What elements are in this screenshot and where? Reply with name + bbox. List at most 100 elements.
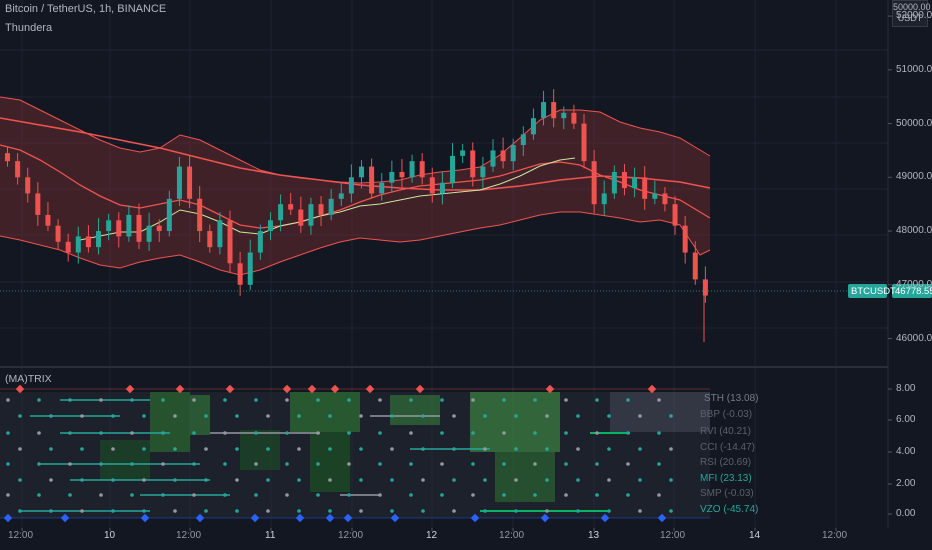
candle: [227, 210, 233, 273]
time-tick-label: 12:00: [660, 530, 686, 541]
sell-marker: [125, 384, 135, 394]
matrix-dot: [409, 462, 413, 466]
matrix-dot: [514, 478, 518, 482]
candle: [55, 219, 61, 250]
matrix-dot: [142, 447, 146, 451]
matrix-dot: [161, 431, 165, 435]
candle: [65, 233, 71, 262]
symbol-tag: BTCUSDT: [851, 286, 896, 297]
matrix-dot: [204, 414, 208, 418]
matrix-dot: [18, 478, 22, 482]
matrix-pane-title[interactable]: (MA)TRIX: [5, 373, 52, 385]
candle: [369, 158, 375, 199]
candle: [25, 167, 31, 203]
matrix-dot: [607, 478, 611, 482]
matrix-dot: [359, 509, 363, 513]
matrix-dot: [595, 462, 599, 466]
sell-marker: [415, 384, 425, 394]
price-axis[interactable]: [888, 15, 892, 340]
matrix-dot: [161, 398, 165, 402]
matrix-row-label: MFI (23.13): [700, 473, 752, 484]
matrix-dot: [223, 462, 227, 466]
matrix-dot: [452, 447, 456, 451]
candle: [96, 218, 102, 255]
candle: [267, 212, 273, 241]
matrix-dot: [235, 478, 239, 482]
matrix-dot: [6, 398, 10, 402]
buy-marker: [390, 513, 400, 523]
candle: [470, 142, 476, 187]
last-price-tag: 46778.55: [895, 286, 932, 297]
matrix-row-label: BBP (-0.03): [700, 409, 753, 420]
matrix-row-label: STH (13.08): [704, 393, 759, 404]
lower-tick-label: 8.00: [896, 383, 916, 394]
matrix-dot: [223, 398, 227, 402]
lower-axis[interactable]: [888, 388, 892, 515]
matrix-dot: [533, 493, 537, 497]
matrix-dot: [452, 509, 456, 513]
candle: [692, 241, 698, 285]
matrix-dot: [235, 509, 239, 513]
matrix-dot: [68, 462, 72, 466]
matrix-dot: [99, 431, 103, 435]
matrix-dot: [18, 414, 22, 418]
matrix-dot: [68, 493, 72, 497]
matrix-dot: [297, 509, 301, 513]
matrix-dot: [37, 493, 41, 497]
currency-badge[interactable]: 50000.00 USDT: [892, 0, 931, 27]
candle: [642, 166, 648, 210]
candles: [5, 89, 708, 342]
candle: [156, 219, 162, 243]
sell-marker: [545, 384, 555, 394]
matrix-dot: [297, 478, 301, 482]
matrix-dot: [595, 493, 599, 497]
matrix-dot: [626, 493, 630, 497]
matrix-dot: [533, 398, 537, 402]
matrix-dot: [502, 398, 506, 402]
matrix-dot: [328, 447, 332, 451]
matrix-dot: [235, 414, 239, 418]
matrix-dot: [37, 398, 41, 402]
matrix-dot: [483, 478, 487, 482]
symbol-title[interactable]: Bitcoin / TetherUS, 1h, BINANCE: [5, 3, 167, 15]
matrix-dot: [204, 447, 208, 451]
matrix-dot: [192, 493, 196, 497]
matrix-dot: [514, 414, 518, 418]
matrix-dot: [545, 414, 549, 418]
matrix-dot: [471, 398, 475, 402]
matrix-dot: [142, 478, 146, 482]
matrix-dot: [266, 478, 270, 482]
matrix-dot: [80, 414, 84, 418]
price-tick-label: 46000.00: [896, 332, 932, 344]
candle: [166, 190, 172, 237]
matrix-dot: [390, 414, 394, 418]
matrix-dot: [564, 493, 568, 497]
buy-marker: [325, 513, 335, 523]
matrix-dot: [390, 478, 394, 482]
sell-marker: [365, 384, 375, 394]
matrix-dot: [192, 431, 196, 435]
matrix-dot: [390, 509, 394, 513]
time-axis[interactable]: [21, 528, 837, 531]
matrix-dot: [49, 447, 53, 451]
candle: [480, 156, 486, 189]
candle: [247, 239, 253, 291]
price-tick-label: 51000.00: [896, 63, 932, 75]
candle: [551, 89, 557, 128]
matrix-dot: [80, 478, 84, 482]
indicator-name[interactable]: Thundera: [5, 22, 53, 34]
matrix-dot: [409, 398, 413, 402]
candle: [278, 194, 284, 232]
candle: [379, 173, 385, 201]
matrix-dot: [204, 478, 208, 482]
lower-tick-label: 0.00: [896, 508, 916, 519]
candle: [530, 108, 536, 140]
matrix-dot: [6, 493, 10, 497]
matrix-dot: [669, 447, 673, 451]
matrix-row-label: CCI (-14.47): [700, 442, 756, 453]
matrix-dot: [161, 462, 165, 466]
matrix-dot: [37, 431, 41, 435]
candle: [45, 202, 51, 232]
matrix-dot: [130, 493, 134, 497]
